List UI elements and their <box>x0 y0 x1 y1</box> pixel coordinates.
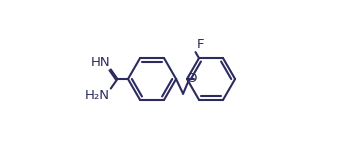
Text: HN: HN <box>90 56 110 69</box>
Text: F: F <box>196 38 204 51</box>
Text: O: O <box>186 73 197 85</box>
Text: H₂N: H₂N <box>85 89 110 102</box>
